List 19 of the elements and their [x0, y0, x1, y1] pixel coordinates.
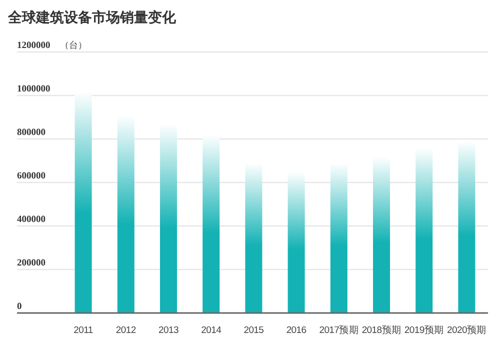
- y-axis-title: （台）: [60, 40, 87, 50]
- y-tick-label: 400000: [17, 215, 46, 225]
- y-tick-label: 800000: [17, 128, 46, 138]
- x-tick-label: 2013: [158, 325, 178, 336]
- y-tick-label: 200000: [17, 258, 46, 268]
- x-tick-label: 2018预期: [362, 324, 402, 336]
- x-tick-label: 2016: [286, 325, 306, 336]
- y-tick-label: 1000000: [17, 84, 50, 94]
- x-tick-label: 2020预期: [447, 324, 487, 336]
- x-tick-label: 2012: [116, 325, 136, 336]
- chart-title: 全球建筑设备市场销量变化: [7, 9, 177, 26]
- x-tick-label: 2019预期: [404, 324, 444, 336]
- x-tick-label: 2017预期: [319, 324, 359, 336]
- y-tick-label: 0: [17, 302, 22, 312]
- x-tick-label: 2014: [201, 325, 222, 336]
- x-tick-label: 2015: [244, 325, 264, 336]
- x-tick-label: 2011: [74, 325, 93, 336]
- y-tick-label: 600000: [17, 172, 46, 182]
- y-tick-label: 1200000: [17, 41, 50, 51]
